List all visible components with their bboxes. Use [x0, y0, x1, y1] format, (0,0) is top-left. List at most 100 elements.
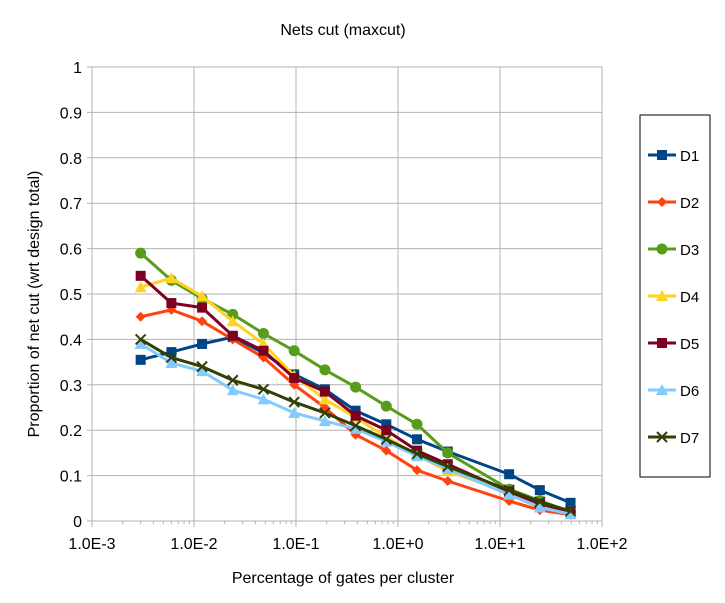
y-tick-label: 0.4	[60, 332, 82, 349]
data-point	[504, 469, 515, 480]
x-tick-label: 1.0E-2	[170, 536, 217, 553]
data-point	[165, 351, 178, 364]
y-tick-label: 0.7	[60, 196, 82, 213]
series-group	[134, 247, 577, 520]
y-tick-label: 0.3	[60, 378, 82, 395]
chart-title: Nets cut (maxcut)	[280, 22, 406, 39]
data-point	[381, 445, 392, 456]
data-point	[288, 345, 300, 357]
data-point	[196, 365, 209, 377]
x-mark-stroke	[656, 431, 668, 443]
data-point	[257, 393, 270, 405]
y-tick-label: 0.9	[60, 105, 82, 122]
x-mark-stroke	[257, 383, 270, 396]
data-point	[565, 497, 576, 508]
series-line	[140, 308, 571, 517]
data-point	[197, 302, 208, 313]
series-d7	[134, 333, 577, 517]
legend: D1 D2 D3 D4 D5 D6 D7	[639, 114, 711, 478]
series-line	[139, 342, 571, 516]
data-point	[381, 419, 392, 430]
legend-marker	[656, 290, 668, 301]
data-point	[257, 383, 270, 396]
data-point	[412, 465, 423, 476]
y-tick-label: 0.1	[60, 469, 82, 486]
data-point	[196, 360, 208, 373]
y-tick-label: 0.6	[60, 242, 82, 259]
legend-marker	[656, 243, 668, 255]
series-line	[139, 338, 571, 513]
data-point	[533, 501, 546, 513]
data-point	[564, 505, 577, 517]
x-mark-stroke	[134, 333, 147, 346]
legend-label: D6	[680, 383, 699, 400]
data-point	[411, 418, 423, 430]
legend-item-d6: D6	[648, 383, 699, 400]
data-point	[411, 448, 423, 460]
data-point	[227, 374, 239, 386]
x-axis-label: Percentage of gates per cluster	[231, 570, 455, 587]
x-tick-label: 1.0E-3	[68, 536, 115, 553]
data-point	[134, 333, 147, 346]
data-point	[135, 247, 147, 259]
data-point	[503, 484, 515, 496]
axes	[87, 66, 603, 527]
legend-item-d3: D3	[648, 242, 699, 259]
data-point	[227, 330, 238, 341]
data-point	[319, 407, 331, 419]
y-tick-label: 0.5	[60, 287, 82, 304]
data-point	[534, 496, 546, 508]
data-point	[412, 434, 423, 445]
data-point	[165, 357, 178, 369]
data-point	[134, 337, 147, 349]
data-point	[288, 396, 300, 408]
x-mark-stroke	[380, 433, 393, 445]
data-point	[349, 422, 362, 434]
x-mark-stroke	[319, 407, 331, 419]
data-point	[135, 354, 146, 365]
legend-item-d2: D2	[648, 195, 699, 212]
data-point	[134, 281, 147, 293]
tick-labels: 0 0.1 0.2 0.3 0.4 0.5 0.6 0.7 0.8 0.9 1 1.0E-3 1.0E-…	[60, 60, 628, 553]
legend-marker	[657, 338, 667, 348]
data-point	[226, 384, 239, 396]
x-mark-stroke	[196, 360, 208, 373]
x-mark-stroke	[534, 496, 546, 508]
data-point	[441, 462, 454, 474]
x-mark-stroke	[227, 374, 239, 386]
data-point	[503, 488, 516, 500]
series-line	[140, 335, 572, 505]
y-tick-label: 0	[73, 514, 82, 531]
gridlines	[91, 66, 603, 522]
legend-item-d4: D4	[648, 289, 699, 306]
data-point	[226, 315, 239, 327]
series-d6	[134, 337, 577, 520]
data-point	[196, 290, 209, 302]
x-mark-stroke	[564, 505, 577, 517]
legend-marker	[657, 197, 667, 207]
x-mark-stroke	[411, 448, 423, 460]
data-point	[166, 298, 177, 309]
data-point	[381, 425, 392, 436]
data-point	[288, 406, 301, 418]
legend-item-d1: D1	[648, 148, 699, 165]
data-point	[318, 415, 331, 427]
data-point	[442, 447, 454, 459]
data-point	[197, 316, 208, 327]
data-point	[350, 410, 361, 421]
legend-label: D3	[680, 242, 699, 259]
legend-label: D4	[680, 289, 699, 306]
data-point	[319, 364, 331, 376]
data-point	[442, 476, 453, 487]
x-mark-stroke	[442, 460, 454, 473]
y-tick-label: 1	[73, 60, 82, 77]
data-point	[411, 450, 424, 462]
legend-marker	[657, 150, 667, 160]
data-point	[135, 270, 146, 281]
legend-label: D2	[680, 195, 699, 212]
x-tick-label: 1.0E+1	[474, 536, 525, 553]
data-point	[258, 345, 269, 356]
legend-item-d5: D5	[648, 336, 699, 353]
x-mark-stroke	[503, 484, 515, 496]
